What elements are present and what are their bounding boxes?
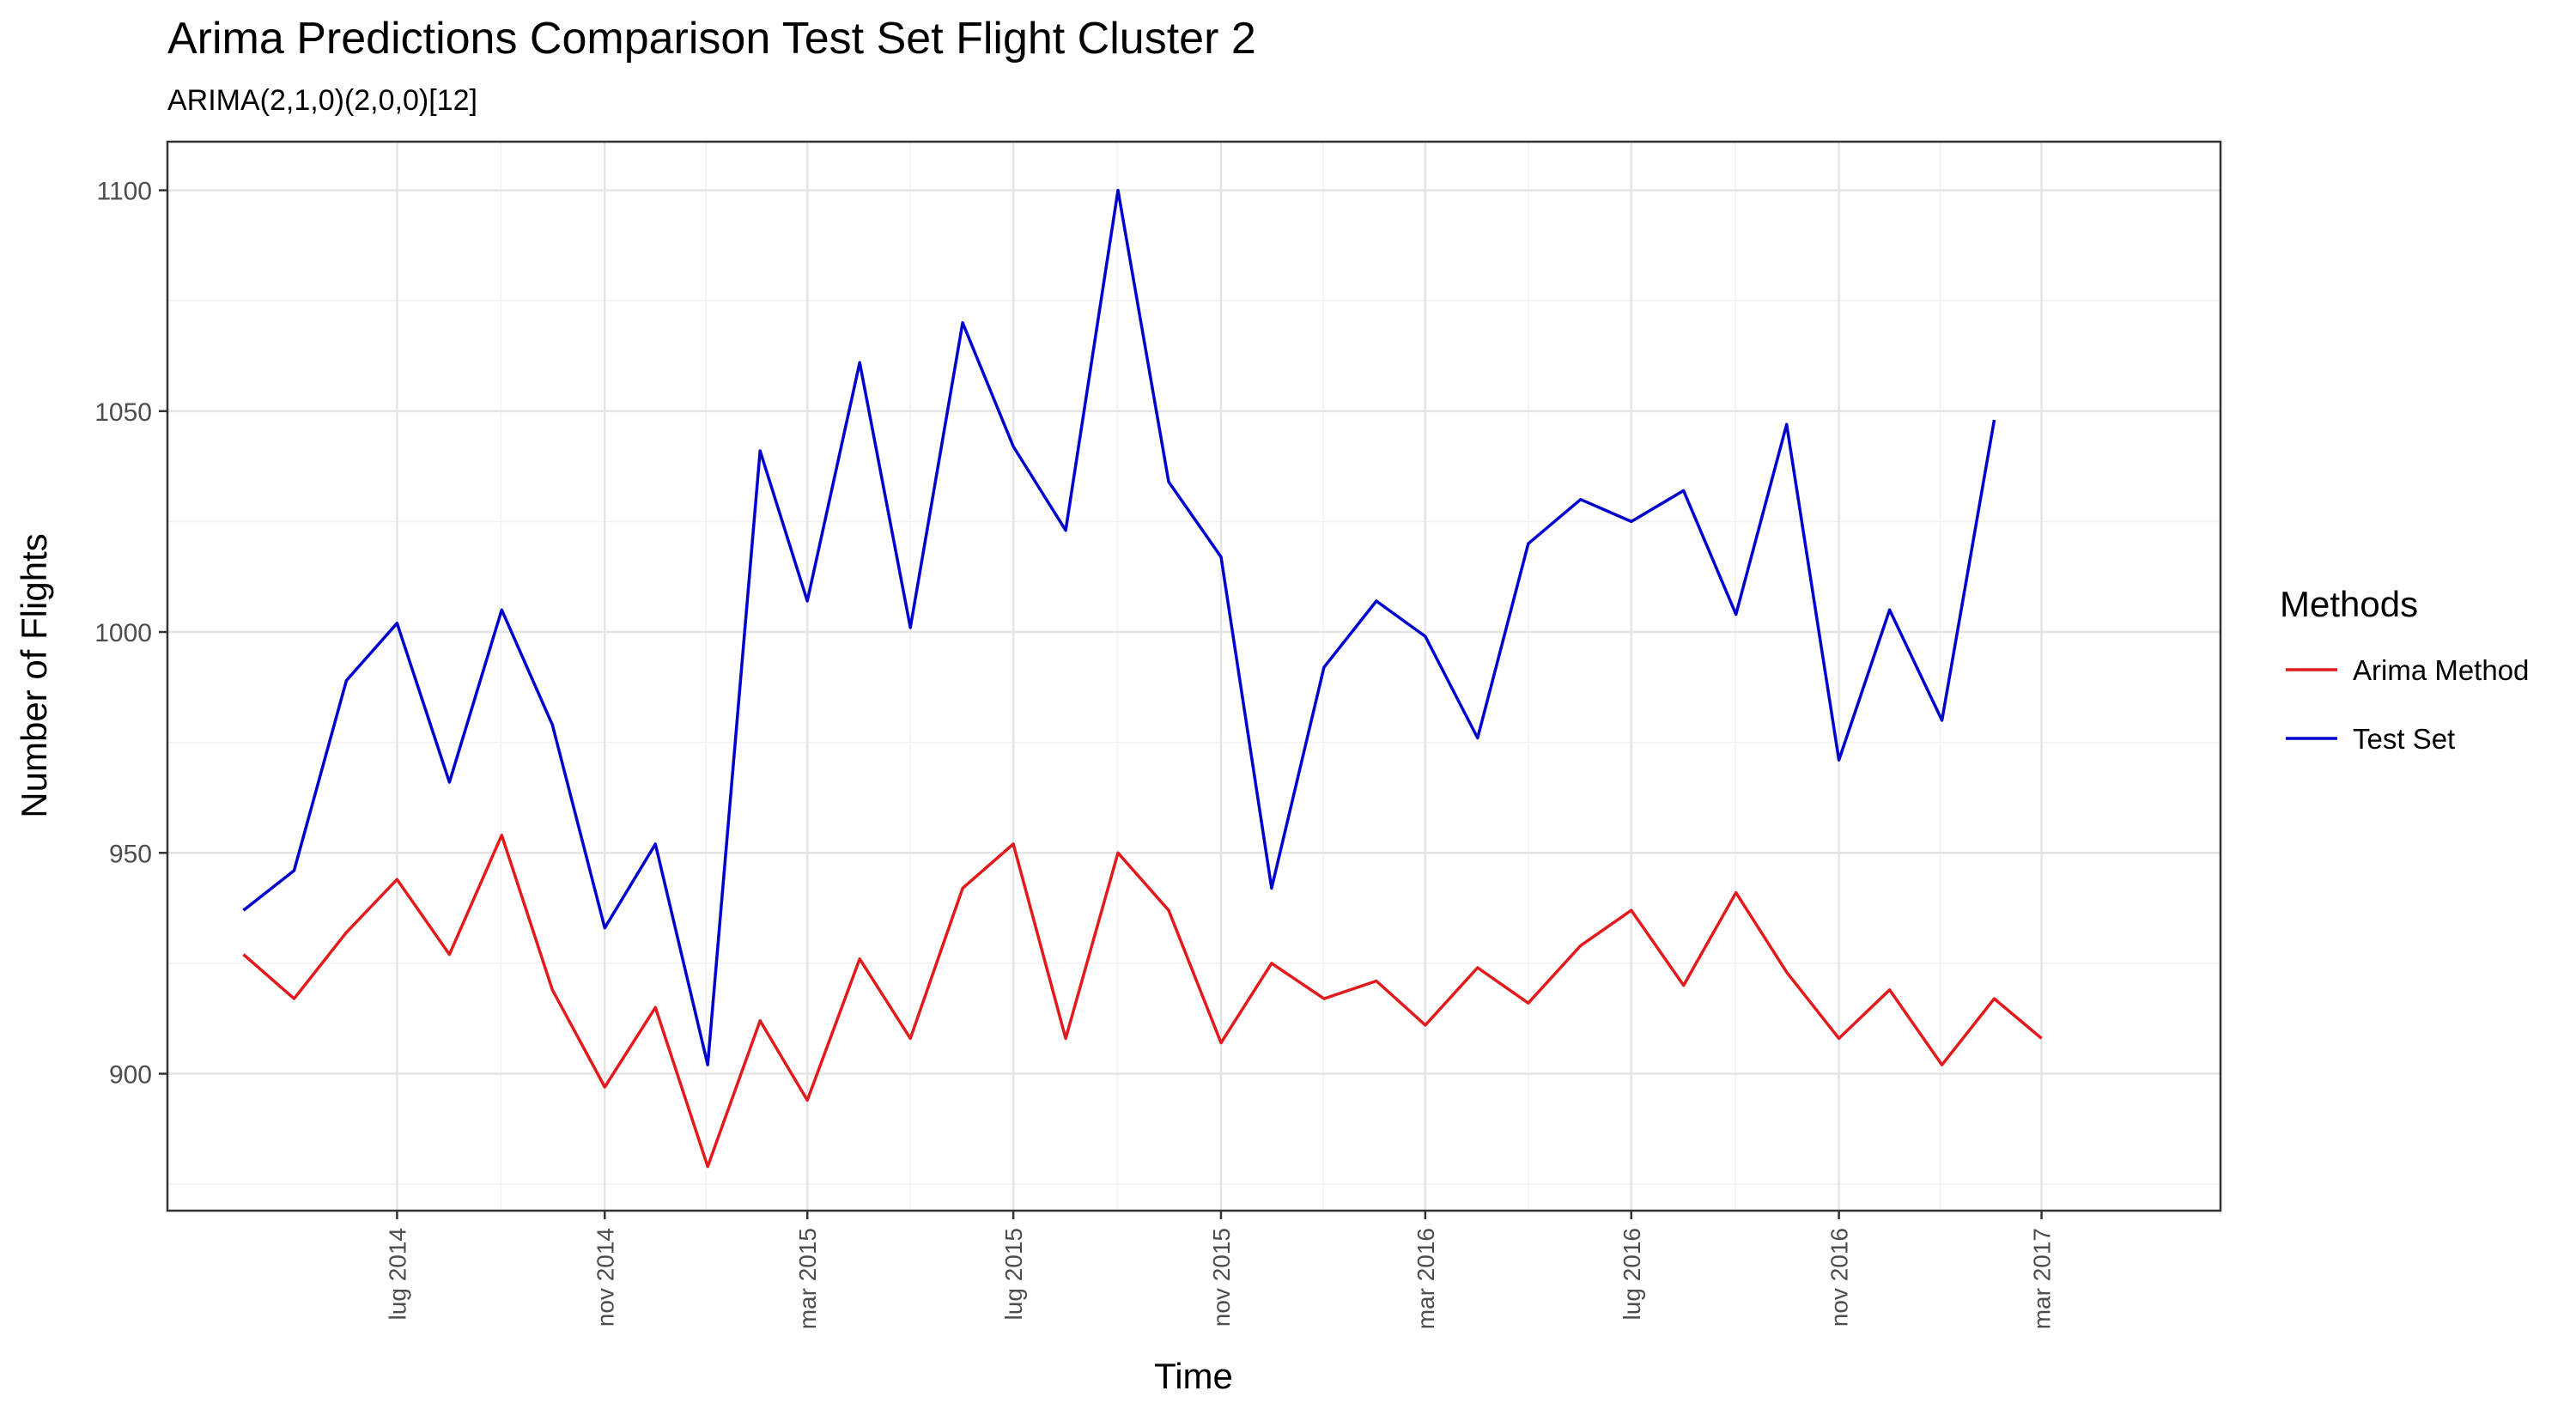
grid-lines bbox=[167, 142, 2221, 1211]
x-axis: lug 2014 nov 2014 mar 2015 lug 2015 nov 2015… bbox=[384, 1211, 2056, 1329]
x-axis-title: Time bbox=[1154, 1356, 1233, 1396]
y-tick-label: 1000 bbox=[94, 619, 152, 647]
series-line-arima-method bbox=[242, 833, 2043, 1169]
series-lines bbox=[242, 188, 2043, 1169]
chart-subtitle: ARIMA(2,1,0)(2,0,0)[12] bbox=[167, 84, 477, 117]
legend-label-arima-method: Arima Method bbox=[2353, 654, 2529, 686]
y-tick-label: 900 bbox=[109, 1061, 152, 1090]
legend-title: Methods bbox=[2280, 584, 2418, 624]
chart-title: Arima Predictions Comparison Test Set Fl… bbox=[167, 14, 1256, 64]
x-tick-label: mar 2016 bbox=[1413, 1228, 1439, 1329]
legend-label-test-set: Test Set bbox=[2353, 723, 2455, 755]
plot-panel bbox=[167, 142, 2221, 1211]
series-line-test-set bbox=[242, 188, 1996, 1066]
y-tick-label: 1050 bbox=[94, 398, 152, 427]
x-tick-label: nov 2016 bbox=[1826, 1228, 1853, 1327]
y-tick-label: 950 bbox=[109, 840, 152, 868]
legend: Methods Arima Method Test Set bbox=[2280, 584, 2529, 755]
y-axis-title: Number of Flights bbox=[14, 533, 54, 817]
x-tick-label: mar 2015 bbox=[794, 1228, 821, 1329]
x-tick-label: nov 2015 bbox=[1208, 1228, 1235, 1327]
x-tick-label: mar 2017 bbox=[2029, 1228, 2056, 1329]
x-tick-label: lug 2016 bbox=[1619, 1228, 1645, 1320]
x-tick-label: nov 2014 bbox=[592, 1228, 618, 1327]
plot-border bbox=[166, 140, 2222, 1212]
x-tick-label: lug 2015 bbox=[1000, 1228, 1027, 1320]
y-axis: 900 950 1000 1050 1100 bbox=[94, 178, 167, 1090]
y-tick-label: 1100 bbox=[96, 178, 152, 206]
x-tick-label: lug 2014 bbox=[384, 1228, 410, 1320]
